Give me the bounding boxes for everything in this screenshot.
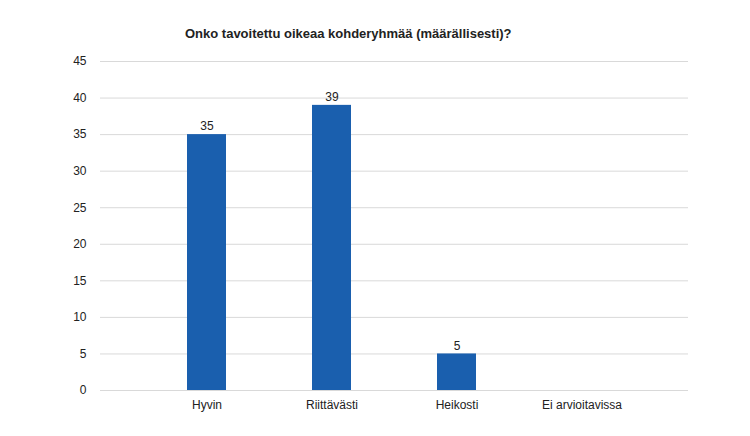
svg-text:0: 0 (80, 383, 87, 397)
svg-text:5: 5 (80, 347, 87, 361)
html-text:Onko tavoitettu oikeaa kohdery: Onko tavoitettu oikeaa kohderyhmää (määr… (185, 26, 512, 41)
svg-text:Riittävästi: Riittävästi (306, 398, 358, 412)
svg-text:45: 45 (73, 54, 87, 68)
svg-text:25: 25 (73, 201, 87, 215)
svg-text:20: 20 (73, 237, 87, 251)
svg-text:30: 30 (73, 164, 87, 178)
svg-text:39: 39 (325, 90, 339, 104)
svg-text:35: 35 (73, 127, 87, 141)
svg-text:Heikosti: Heikosti (436, 398, 479, 412)
svg-text:5: 5 (454, 339, 461, 353)
svg-text:10: 10 (73, 310, 87, 324)
svg-text:15: 15 (73, 274, 87, 288)
svg-text:35: 35 (200, 119, 214, 133)
svg-text:Hyvin: Hyvin (192, 398, 222, 412)
svg-text:Ei arvioitavissa: Ei arvioitavissa (542, 398, 622, 412)
svg-text:40: 40 (73, 91, 87, 105)
